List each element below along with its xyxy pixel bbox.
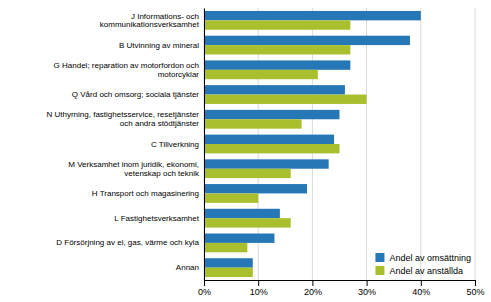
- y-tick: C Tillverkning: [151, 140, 204, 149]
- bar: [204, 218, 291, 227]
- x-tick: 40%: [412, 280, 430, 297]
- y-tick-label-line: Annan: [176, 263, 199, 272]
- grid-line: [475, 8, 476, 280]
- legend-item: Andel av anställda: [375, 266, 463, 276]
- bar: [204, 110, 340, 119]
- legend-label: Andel av omsättning: [389, 253, 471, 263]
- y-tick-label-line: Q Vård och omsorg; sociala tjänster: [72, 90, 200, 99]
- y-tick: L Fastighetsverksamhet: [114, 214, 204, 223]
- y-tick-label: G Handel; reparation av motorfordon ochm…: [54, 61, 200, 79]
- bar: [204, 119, 302, 128]
- bar: [204, 70, 318, 79]
- y-tick-label-line: motorcyklar: [158, 70, 200, 79]
- grid: [204, 8, 475, 280]
- chart-container: 0% 10% 20% 30% 40% 50% J Informations- ochkomm…: [0, 0, 491, 302]
- bar: [204, 60, 350, 69]
- y-tick-label-line: N Uthyrning, fastighetsservice, resetjän…: [46, 110, 199, 119]
- y-tick-label-line: vetenskap och teknik: [124, 169, 200, 178]
- y-tick: J Informations- ochkommunikationsverksam…: [100, 12, 204, 30]
- x-tick-mark: [367, 280, 368, 286]
- x-tick-mark: [312, 280, 313, 286]
- x-tick: 10%: [250, 280, 268, 297]
- x-tick-label: 10%: [250, 287, 268, 297]
- x-tick-label: 40%: [412, 287, 430, 297]
- x-tick: 0%: [198, 280, 211, 297]
- legend-item: Andel av omsättning: [375, 253, 471, 263]
- grid-line: [366, 8, 367, 280]
- x-tick-label: 20%: [304, 287, 322, 297]
- x-tick-mark: [421, 280, 422, 286]
- x-tick-mark: [475, 280, 476, 286]
- y-tick-label: J Informations- ochkommunikationsverksam…: [100, 12, 200, 30]
- bar: [204, 135, 334, 144]
- x-axis: 0% 10% 20% 30% 40% 50%: [198, 280, 485, 297]
- y-tick-label: B Utvinning av mineral: [119, 41, 199, 50]
- bar: [204, 258, 253, 267]
- y-tick-label: Q Vård och omsorg; sociala tjänster: [72, 90, 200, 99]
- y-tick-label: H Transport och magasinering: [92, 189, 199, 198]
- y-axis-line: [204, 9, 205, 281]
- bar-series: [204, 11, 421, 268]
- x-tick: 30%: [358, 280, 376, 297]
- y-tick-label: M Verksamhet inom juridik, ekonomi,veten…: [68, 160, 200, 178]
- bar: [204, 209, 280, 218]
- grid-line: [420, 8, 421, 280]
- y-tick: Q Vård och omsorg; sociala tjänster: [72, 90, 204, 99]
- bar: [204, 45, 350, 54]
- x-tick-mark: [204, 280, 205, 286]
- legend-label: Andel av anställda: [389, 266, 463, 276]
- y-tick-label-line: J Informations- och: [131, 12, 199, 21]
- bar: [204, 144, 340, 153]
- bar: [204, 95, 367, 104]
- bar: [204, 159, 329, 168]
- y-tick-label: Annan: [176, 263, 199, 272]
- grid-line: [204, 8, 205, 280]
- bar: [204, 20, 350, 29]
- y-tick-label: N Uthyrning, fastighetsservice, resetjän…: [46, 110, 199, 128]
- y-tick: B Utvinning av mineral: [119, 41, 204, 50]
- bar: [204, 36, 410, 45]
- plot: 0% 10% 20% 30% 40% 50% J Informations- ochkomm…: [46, 8, 484, 297]
- bar: [204, 243, 247, 252]
- bar: [204, 193, 258, 202]
- y-tick: D Försörjning av el, gas, värme och kyla: [56, 238, 204, 247]
- y-tick-label-line: kommunikationsverksamhet: [100, 20, 200, 29]
- bar: [204, 169, 291, 178]
- y-tick-label-line: M Verksamhet inom juridik, ekonomi,: [68, 160, 199, 169]
- y-tick-label: C Tillverkning: [151, 140, 199, 149]
- y-tick-label: L Fastighetsverksamhet: [114, 214, 199, 223]
- bar: [204, 184, 307, 193]
- y-tick-label-line: D Försörjning av el, gas, värme och kyla: [56, 238, 199, 247]
- y-axis: J Informations- ochkommunikationsverksam…: [46, 9, 204, 281]
- legend-swatch: [375, 253, 384, 262]
- x-tick-label: 30%: [358, 287, 376, 297]
- bars: [204, 11, 421, 277]
- y-tick-label-line: C Tillverkning: [151, 140, 199, 149]
- bar: [204, 11, 421, 20]
- y-tick: G Handel; reparation av motorfordon ochm…: [54, 61, 204, 79]
- bar: [204, 85, 345, 94]
- x-tick-label: 50%: [466, 287, 484, 297]
- x-tick: 20%: [304, 280, 322, 297]
- bar: [204, 268, 253, 277]
- x-tick: 50%: [466, 280, 484, 297]
- x-tick-label: 0%: [198, 287, 211, 297]
- y-tick-label-line: G Handel; reparation av motorfordon och: [54, 61, 199, 70]
- legend-swatch: [375, 266, 384, 275]
- bar: [204, 234, 274, 243]
- y-tick-label: D Försörjning av el, gas, värme och kyla: [56, 238, 199, 247]
- x-tick-mark: [258, 280, 259, 286]
- y-tick-label-line: B Utvinning av mineral: [119, 41, 199, 50]
- y-tick-label-line: och andra stödtjänster: [120, 119, 199, 128]
- y-tick: M Verksamhet inom juridik, ekonomi,veten…: [68, 160, 204, 178]
- y-tick: N Uthyrning, fastighetsservice, resetjän…: [46, 110, 204, 128]
- y-tick: H Transport och magasinering: [92, 189, 204, 198]
- y-tick-label-line: H Transport och magasinering: [92, 189, 199, 198]
- y-tick-label-line: L Fastighetsverksamhet: [114, 214, 199, 223]
- bar-series: [204, 20, 367, 277]
- x-axis-line: [205, 281, 476, 287]
- y-tick: Annan: [176, 263, 204, 272]
- chart-svg: 0% 10% 20% 30% 40% 50% J Informations- ochkomm…: [0, 0, 491, 302]
- legend: Andel av omsättning Andel av anställda: [375, 253, 471, 276]
